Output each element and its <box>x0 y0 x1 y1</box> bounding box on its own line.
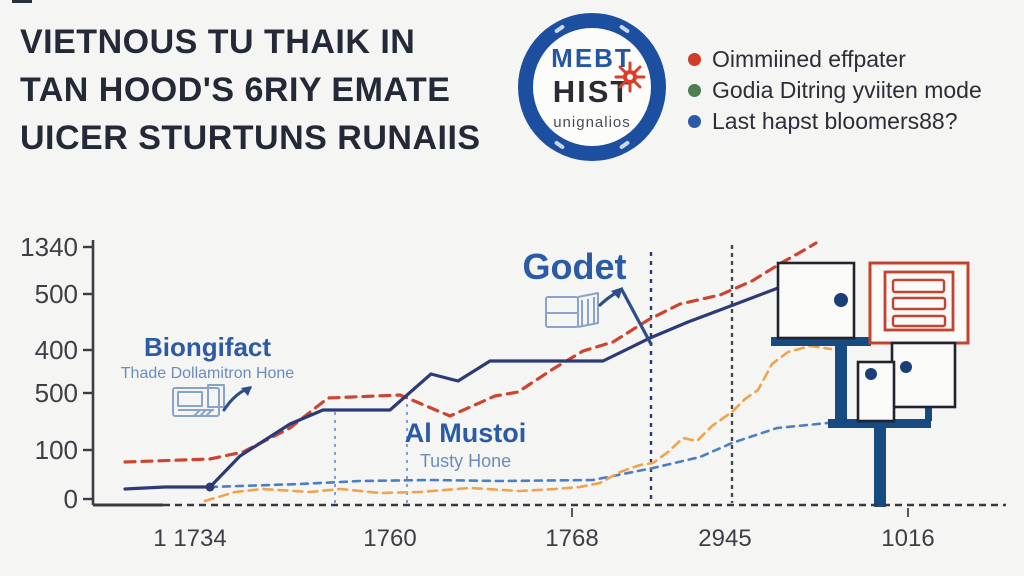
red-dashed-line <box>123 241 818 464</box>
annotation-almustoi: Al Mustoi Tusty Hone <box>398 418 533 472</box>
legend-dot-red <box>688 53 701 66</box>
x-tick-label: 1768 <box>545 525 598 552</box>
legend-item: Last hapst bloomers88? <box>688 106 982 137</box>
virus-burst-icon <box>613 60 647 102</box>
square-dot <box>900 361 912 373</box>
red-panel-inner <box>883 270 955 332</box>
y-tick-label: 0 <box>64 484 78 514</box>
orange-dashed-line <box>203 344 833 503</box>
square-dot <box>834 293 848 307</box>
annotation-godet: Godet <box>507 246 642 288</box>
legend-dot-blue <box>688 115 701 128</box>
legend-item: Oimmiined effpater <box>688 44 982 75</box>
lightblue-dashed-line <box>208 421 830 489</box>
seal-text-top: MEBT <box>551 43 633 73</box>
structure-bar <box>874 428 886 507</box>
y-tick-label: 400 <box>35 335 78 365</box>
square-dot <box>865 368 877 380</box>
red-panel-bar <box>891 314 947 328</box>
legend-label: Oimmiined effpater <box>712 46 906 72</box>
page-title: VIETNOUS TU THAIK IN TAN HOOD'S 6RIY EMA… <box>20 18 481 162</box>
legend-label: Last hapst bloomers88? <box>712 108 958 134</box>
circular-seal-badge: MEBT HIST unignalios <box>518 13 666 161</box>
title-line-2: TAN HOOD'S 6RIY EMATE <box>20 71 451 109</box>
annotation-title: Godet <box>522 246 627 287</box>
structure-bar <box>925 405 932 421</box>
title-line-3: UICER STURTUNS RUNAIIS <box>20 119 481 157</box>
legend-item: Godia Ditring yviiten mode <box>688 75 982 106</box>
navy-solid-line <box>123 286 780 491</box>
structure-bar <box>828 419 931 428</box>
seal-text-bottom: unignalios <box>553 114 631 131</box>
legend-dot-green <box>688 84 701 97</box>
structure-bar <box>835 346 847 423</box>
legend-label: Godia Ditring yviiten mode <box>712 77 982 103</box>
annotation-biongifact: Biongifact Thade Dollamitron Hone <box>110 332 305 383</box>
chart-legend: Oimmiined effpater Godia Ditring yviiten… <box>688 44 982 137</box>
seal-inner: MEBT HIST unignalios <box>533 28 651 146</box>
x-tick-label: 2945 <box>698 525 751 552</box>
annotation-title: Biongifact <box>143 332 272 362</box>
y-tick-label: 1340 <box>20 232 78 262</box>
y-tick-label: 100 <box>35 435 78 465</box>
red-panel-bar <box>891 278 946 294</box>
y-tick-label: 500 <box>35 378 78 408</box>
structure-bar <box>771 337 871 346</box>
annotation-subtitle: Tusty Hone <box>419 451 512 471</box>
corner-artifact-mark <box>12 0 32 3</box>
y-tick-label: 500 <box>35 279 78 309</box>
x-tick-label: 1760 <box>363 525 416 552</box>
title-line-1: VIETNOUS TU THAIK IN <box>20 23 416 61</box>
annotation-subtitle: Thade Dollamitron Hone <box>120 365 295 382</box>
annotation-title: Al Mustoi <box>404 418 527 448</box>
x-tick-label: 1016 <box>881 525 934 552</box>
series-marker-dot <box>205 482 215 492</box>
red-panel-bar <box>891 296 947 311</box>
seal-text-mid: HIST <box>553 61 646 110</box>
x-tick-label: 1 1734 <box>153 525 226 552</box>
framed-square <box>890 341 957 409</box>
